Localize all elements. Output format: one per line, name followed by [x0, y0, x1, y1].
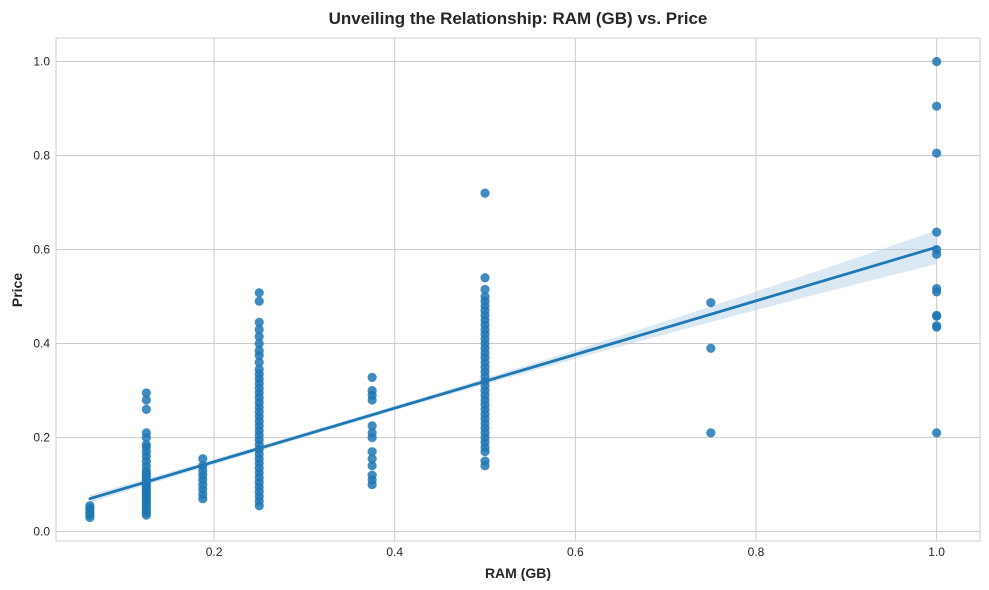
data-point: [254, 346, 264, 356]
data-point: [932, 56, 942, 67]
data-point: [480, 284, 490, 295]
data-point: [141, 440, 151, 450]
data-point: [367, 385, 377, 396]
data-point: [932, 148, 942, 158]
x-tick-label: 0.4: [386, 545, 403, 559]
x-tick-label: 0.6: [567, 545, 584, 559]
y-tick-label: 0.2: [33, 431, 50, 445]
data-point: [141, 395, 151, 405]
data-point: [706, 298, 716, 308]
data-point: [254, 324, 264, 335]
data-point: [85, 501, 95, 511]
x-axis-label: RAM (GB): [485, 565, 551, 581]
data-point: [932, 428, 942, 438]
plot-frame: [55, 37, 981, 542]
y-tick-label: 0.0: [33, 525, 50, 539]
data-point: [932, 321, 942, 331]
data-point: [480, 291, 490, 302]
data-point: [141, 428, 151, 438]
data-point: [367, 372, 377, 383]
data-point: [367, 447, 377, 457]
data-point: [367, 454, 377, 464]
data-point: [254, 357, 264, 367]
data-point: [480, 273, 490, 283]
data-point: [367, 428, 377, 438]
tick-labels: 0.2 0.4 0.6 0.8 1.0 0.0 0.2 0.4 0.6 0.8 1.0: [33, 55, 945, 559]
data-point: [932, 101, 942, 111]
y-axis-label: Price: [9, 273, 25, 307]
y-tick-label: 0.4: [33, 337, 50, 351]
data-point: [706, 428, 716, 438]
data-point: [480, 456, 490, 466]
data-point: [367, 461, 377, 471]
data-point: [198, 454, 208, 464]
data-point: [254, 364, 264, 375]
y-tick-label: 1.0: [33, 55, 50, 69]
data-point: [254, 288, 264, 298]
data-point: [141, 404, 151, 414]
x-tick-label: 1.0: [928, 545, 945, 559]
data-point: [254, 317, 264, 328]
data-point: [254, 338, 264, 349]
data-point: [254, 296, 264, 306]
data-point: [367, 470, 377, 480]
chart-title: Unveiling the Relationship: RAM (GB) vs.…: [329, 9, 708, 28]
data-point: [141, 388, 151, 398]
y-tick-label: 0.8: [33, 149, 50, 163]
data-points: [85, 56, 942, 523]
data-point: [932, 227, 942, 237]
y-tick-label: 0.6: [33, 243, 50, 257]
x-tick-label: 0.8: [748, 545, 765, 559]
x-tick-label: 0.2: [206, 545, 223, 559]
data-point: [932, 310, 942, 320]
data-point: [367, 421, 377, 431]
data-point: [932, 283, 942, 294]
data-point: [706, 343, 716, 353]
regression-line-group: [88, 245, 939, 501]
data-point: [480, 188, 490, 198]
regression-line: [88, 245, 939, 501]
data-point: [254, 331, 264, 342]
